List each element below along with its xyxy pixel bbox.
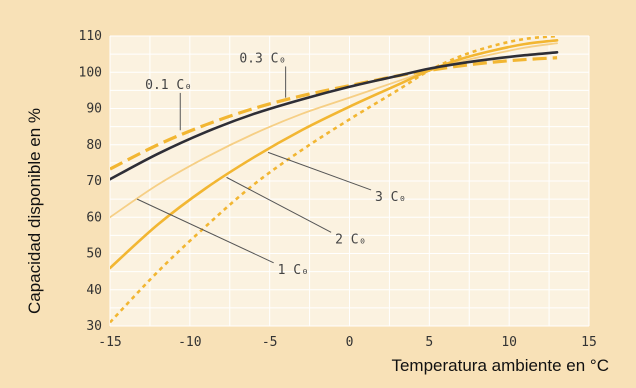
- x-tick-label: 15: [581, 335, 597, 350]
- tick-labels: -15 -10 -5 0 5 10 15 30 40 50 60 70 80 90 100 110: [79, 29, 597, 350]
- x-tick-label: 10: [501, 335, 517, 350]
- y-tick-label: 40: [86, 283, 102, 298]
- annotation-leader-line: [136, 198, 274, 264]
- y-axis-title: Capacidad disponible en %: [25, 108, 44, 314]
- annotation-leader-line: [226, 176, 332, 233]
- y-tick-label: 30: [86, 319, 102, 334]
- annotation-leader-line: [267, 151, 372, 191]
- annotation-label-0-3-c: 0.3 C₀: [239, 51, 286, 66]
- annotation-label-0-1-c: 0.1 C₀: [145, 78, 192, 93]
- y-tick-label: 90: [86, 102, 102, 117]
- series-group: [110, 36, 559, 324]
- annotation-label-1-c: 1 C₀: [278, 263, 309, 278]
- x-tick-label: 5: [425, 335, 433, 350]
- y-tick-label: 80: [86, 138, 102, 153]
- series-line-0-3-c: [110, 51, 559, 181]
- x-tick-label: -5: [262, 335, 278, 350]
- x-axis-title: Temperatura ambiente en °C: [391, 356, 609, 375]
- y-tick-label: 70: [86, 174, 102, 189]
- annotation-label-2-c: 2 C₀: [335, 232, 366, 247]
- annotation-label-3-c: 3 C₀: [375, 190, 406, 205]
- y-tick-label: 110: [79, 29, 102, 44]
- grid: [109, 35, 590, 327]
- annotation-group: 0.3 C₀ 0.1 C₀ 3 C₀ 2 C₀ 1 C₀: [136, 51, 406, 278]
- series-line-1-c: [110, 42, 558, 219]
- x-tick-label: 0: [346, 335, 354, 350]
- y-tick-label: 100: [79, 65, 102, 80]
- y-tick-label: 50: [86, 247, 102, 262]
- y-tick-label: 60: [86, 210, 102, 225]
- x-tick-label: -10: [178, 335, 201, 350]
- x-tick-label: -15: [98, 335, 121, 350]
- series-line-3-c: [110, 36, 558, 324]
- series-line-2-c: [110, 39, 559, 270]
